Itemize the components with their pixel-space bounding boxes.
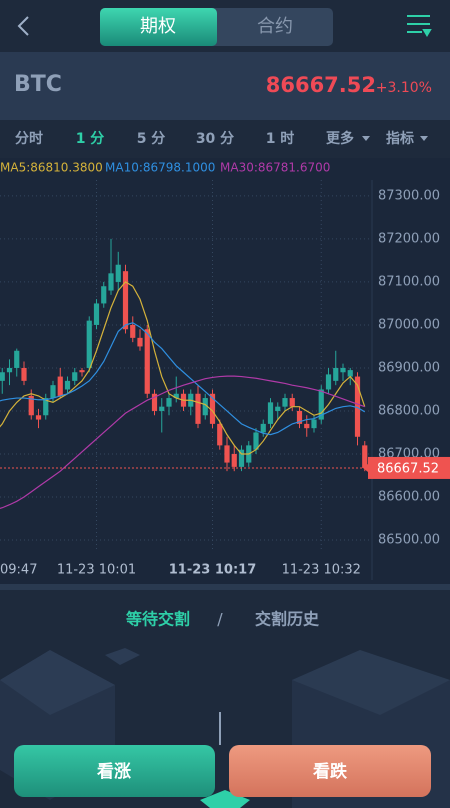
candle-body [122, 271, 129, 330]
candle-body [209, 393, 216, 424]
y-tick-label: 87300.00 [378, 188, 440, 203]
candle-body [35, 415, 42, 420]
candle-body [217, 423, 223, 446]
candle-body [151, 393, 158, 411]
y-tick-label: 86500.00 [378, 533, 440, 548]
candle-body [296, 410, 303, 424]
button-label[interactable]: 看跌 [312, 761, 348, 782]
candle-body [101, 286, 107, 304]
candle-body [362, 445, 368, 468]
candle-body [57, 376, 63, 396]
last-price-tag [368, 456, 450, 479]
candle-body [195, 393, 201, 424]
candle-body [166, 398, 172, 407]
candle-body [304, 423, 310, 429]
tab-divider: / [217, 610, 223, 629]
x-tick-label: 11-23 10:01 [57, 563, 136, 578]
candle-body [231, 453, 237, 467]
candle-body [130, 324, 136, 338]
candle-body [108, 273, 114, 291]
candle-body [340, 367, 346, 373]
tag-arrow [363, 463, 368, 472]
candle-body [333, 367, 339, 381]
ma-line [0, 281, 366, 455]
menu-icon[interactable] [407, 15, 432, 37]
candle-body [325, 374, 332, 390]
candle-body [0, 372, 5, 381]
candle-body [72, 372, 78, 381]
buy-down-button[interactable] [229, 745, 431, 797]
candle-body [14, 350, 20, 368]
y-tick-label: 86800.00 [378, 403, 440, 418]
candle-body [43, 398, 49, 416]
button-label[interactable]: 看涨 [96, 761, 131, 782]
plot-area [0, 180, 368, 552]
chart: 86500.0086600.0086700.0086800.0086900.00… [0, 161, 450, 578]
candle-body [238, 449, 245, 467]
interval[interactable]: 指标 [386, 130, 414, 147]
buy-up-button[interactable] [14, 745, 215, 797]
interval[interactable]: 分时 [15, 130, 43, 147]
y-tick-label: 87100.00 [378, 274, 440, 289]
candle-body [260, 423, 266, 433]
segment-tab[interactable]: 期权 [140, 16, 176, 37]
candle-body [267, 402, 274, 424]
dropdown-arrows [362, 136, 428, 141]
interval[interactable]: 1 分 [76, 131, 105, 147]
candle-body [6, 367, 13, 373]
ma-line [0, 322, 366, 436]
interval-bar [0, 120, 450, 158]
candle-body [159, 406, 165, 411]
x-tick-label: 11-23 10:32 [282, 563, 361, 578]
candle-body [173, 393, 179, 399]
x-tick-label: 11-23 10:17 [169, 563, 256, 578]
y-tick-label: 86900.00 [378, 360, 440, 375]
candle-body [224, 445, 230, 463]
candle-body [21, 367, 27, 381]
candle-body [115, 264, 121, 282]
interval[interactable]: 1 时 [266, 130, 295, 147]
legend-entry: MA10:86798.1000 [105, 161, 215, 175]
candle-body [354, 376, 361, 437]
ma-line [0, 375, 365, 510]
segment-tab[interactable]: 合约 [257, 16, 293, 37]
candle-body [282, 398, 288, 407]
separator [0, 584, 450, 590]
candle-body [79, 370, 85, 373]
change: +3.10% [376, 80, 432, 96]
price: 86667.52 [266, 73, 376, 97]
candle-body [50, 385, 56, 399]
candle-body [275, 406, 281, 411]
segment-active[interactable] [100, 8, 217, 46]
interval[interactable]: 更多 [326, 130, 354, 147]
back-button[interactable] [17, 16, 29, 36]
candle-body [86, 320, 92, 368]
legend-entry: MA5:86810.3800 [0, 161, 103, 175]
candle-body [289, 398, 295, 407]
legend-entry: MA30:86781.6700 [220, 161, 330, 175]
x-tick-label: 09:47 [0, 563, 37, 578]
y-tick-label: 86600.00 [378, 489, 440, 504]
delivery-tab[interactable]: 交割历史 [255, 610, 320, 629]
y-tick-label: 87200.00 [378, 231, 440, 246]
delivery-tab[interactable]: 等待交割 [125, 610, 190, 629]
candle-body [347, 370, 353, 377]
candle-body [28, 395, 34, 416]
last-price-label: 86667.52 [377, 461, 439, 476]
interval[interactable]: 5 分 [137, 131, 166, 147]
symbol: BTC [14, 72, 62, 97]
candle-body [137, 337, 143, 347]
y-tick-label: 87000.00 [378, 317, 440, 332]
candle-body [311, 419, 317, 429]
candle-body [253, 432, 259, 450]
candle-body [93, 303, 100, 325]
candle-body [144, 329, 150, 394]
candle-body [64, 380, 71, 390]
interval[interactable]: 30 分 [196, 131, 234, 147]
ticker-bar [0, 52, 450, 120]
candle-body [318, 389, 324, 420]
candle-body [202, 398, 208, 416]
